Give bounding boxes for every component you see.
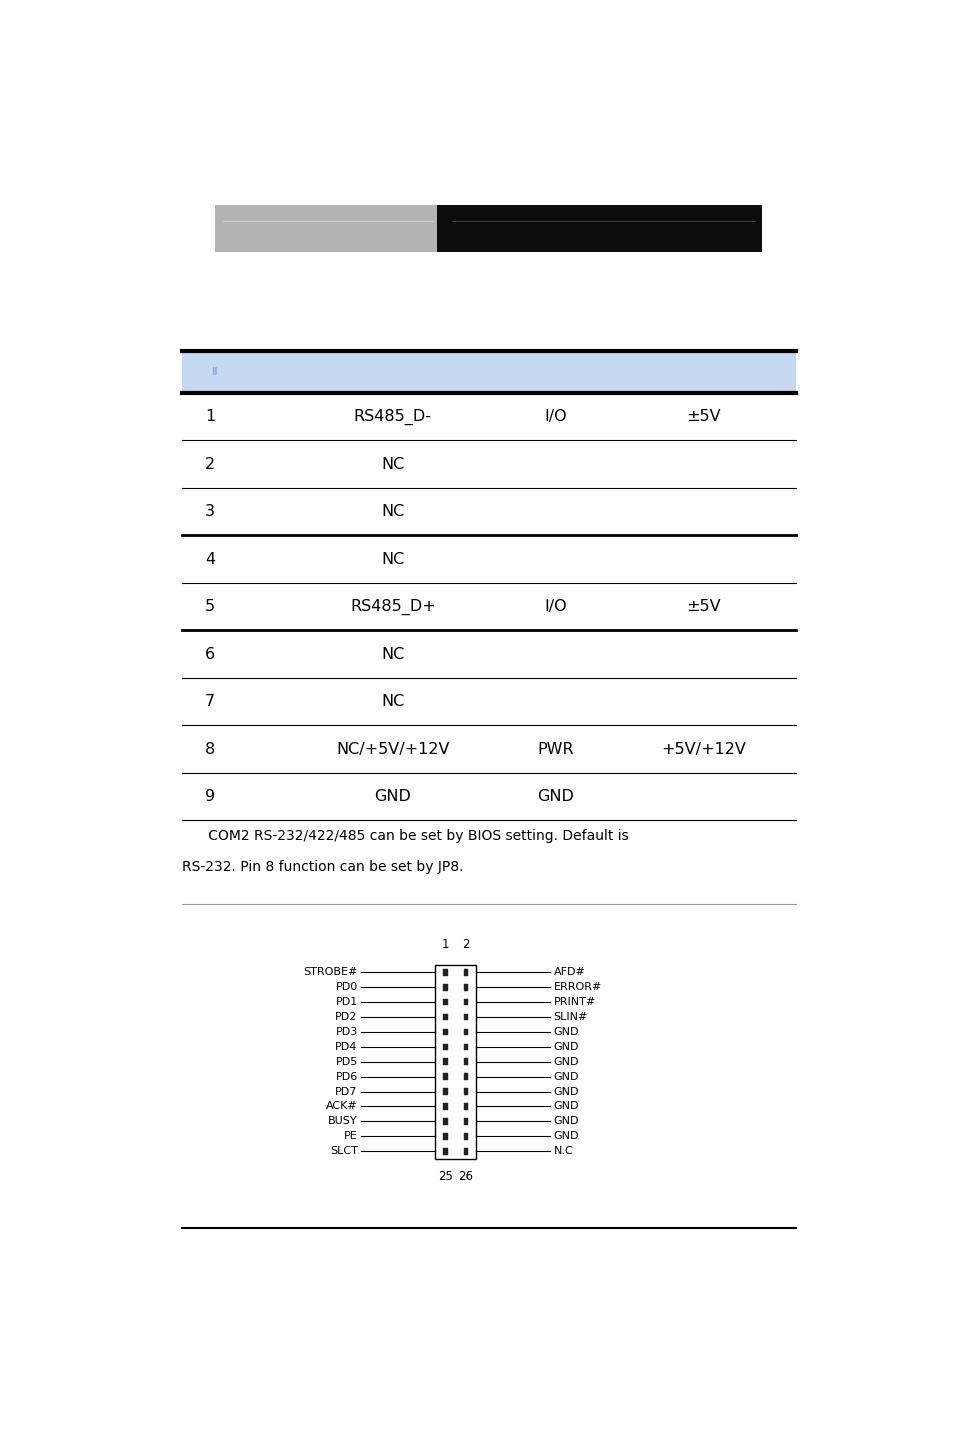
Text: SLCT: SLCT	[330, 1146, 357, 1156]
Text: PD0: PD0	[335, 982, 357, 992]
Bar	[443, 969, 447, 975]
Bar	[463, 984, 468, 991]
Bar	[463, 1074, 468, 1080]
Text: PD6: PD6	[335, 1071, 357, 1081]
Bar	[463, 1119, 468, 1124]
Text: 9: 9	[205, 789, 215, 804]
Text: PD4: PD4	[335, 1043, 357, 1053]
Text: NC: NC	[381, 647, 404, 661]
Bar	[436, 205, 761, 251]
Bar	[463, 1044, 468, 1050]
Bar	[443, 1028, 447, 1035]
Text: AFD#: AFD#	[553, 968, 585, 978]
Text: STROBE#: STROBE#	[303, 968, 357, 978]
Bar	[182, 351, 795, 393]
Bar	[435, 965, 476, 1159]
Text: NC: NC	[381, 552, 404, 566]
Text: +5V/+12V: +5V/+12V	[660, 741, 745, 757]
Text: GND: GND	[553, 1071, 578, 1081]
Text: GND: GND	[553, 1131, 578, 1141]
Text: PD3: PD3	[335, 1027, 357, 1037]
Text: GND: GND	[553, 1043, 578, 1053]
Bar	[443, 1074, 447, 1080]
Bar	[463, 999, 468, 1005]
Bar	[463, 1014, 468, 1021]
Text: N.C: N.C	[553, 1146, 573, 1156]
Bar	[463, 1103, 468, 1110]
Bar	[443, 1119, 447, 1124]
Text: PD2: PD2	[335, 1012, 357, 1022]
Bar	[463, 1088, 468, 1096]
Text: ±5V: ±5V	[685, 409, 720, 424]
Text: NC: NC	[381, 456, 404, 472]
Text: II: II	[212, 367, 218, 377]
Text: GND: GND	[553, 1057, 578, 1067]
Text: 7: 7	[205, 694, 215, 708]
Text: 1: 1	[205, 409, 215, 424]
Text: PE: PE	[344, 1131, 357, 1141]
Bar	[443, 1058, 447, 1065]
Bar	[443, 1103, 447, 1110]
Text: GND: GND	[553, 1027, 578, 1037]
Text: 3: 3	[205, 505, 215, 519]
Text: RS485_D+: RS485_D+	[350, 598, 436, 615]
Text: 26: 26	[457, 1170, 473, 1183]
Text: 2: 2	[461, 938, 469, 951]
Text: NC: NC	[381, 694, 404, 708]
Text: I/O: I/O	[543, 409, 566, 424]
Text: GND: GND	[553, 1117, 578, 1126]
Text: PWR: PWR	[537, 741, 573, 757]
Text: BUSY: BUSY	[328, 1117, 357, 1126]
Bar	[463, 1147, 468, 1154]
Bar	[443, 1014, 447, 1021]
Text: GND: GND	[553, 1087, 578, 1097]
Bar	[443, 984, 447, 991]
Text: RS-232. Pin 8 function can be set by JP8.: RS-232. Pin 8 function can be set by JP8…	[182, 860, 463, 873]
Text: 5: 5	[205, 599, 215, 614]
Text: ±5V: ±5V	[685, 599, 720, 614]
Text: I/O: I/O	[543, 599, 566, 614]
Bar	[215, 205, 436, 251]
Text: GND: GND	[553, 1101, 578, 1111]
Text: 8: 8	[205, 741, 215, 757]
Text: SLIN#: SLIN#	[553, 1012, 587, 1022]
Text: 1: 1	[441, 938, 449, 951]
Text: GND: GND	[537, 789, 574, 804]
Text: GND: GND	[374, 789, 411, 804]
Text: 25: 25	[437, 1170, 453, 1183]
Bar	[443, 1088, 447, 1096]
Bar	[443, 1044, 447, 1050]
Text: PD1: PD1	[335, 997, 357, 1007]
Text: 4: 4	[205, 552, 215, 566]
Text: PRINT#: PRINT#	[553, 997, 596, 1007]
Text: ACK#: ACK#	[326, 1101, 357, 1111]
Text: PD7: PD7	[335, 1087, 357, 1097]
Bar	[463, 1028, 468, 1035]
Text: RS485_D-: RS485_D-	[354, 409, 432, 424]
Bar	[463, 1133, 468, 1140]
Text: ERROR#: ERROR#	[553, 982, 601, 992]
Bar	[463, 969, 468, 975]
Bar	[443, 1147, 447, 1154]
Text: NC: NC	[381, 505, 404, 519]
Bar	[443, 999, 447, 1005]
Text: NC/+5V/+12V: NC/+5V/+12V	[335, 741, 449, 757]
Text: 2: 2	[205, 456, 215, 472]
Bar	[463, 1058, 468, 1065]
Text: 6: 6	[205, 647, 215, 661]
Text: PD5: PD5	[335, 1057, 357, 1067]
Text: COM2 RS-232/422/485 can be set by BIOS setting. Default is: COM2 RS-232/422/485 can be set by BIOS s…	[182, 829, 628, 843]
Bar	[443, 1133, 447, 1140]
